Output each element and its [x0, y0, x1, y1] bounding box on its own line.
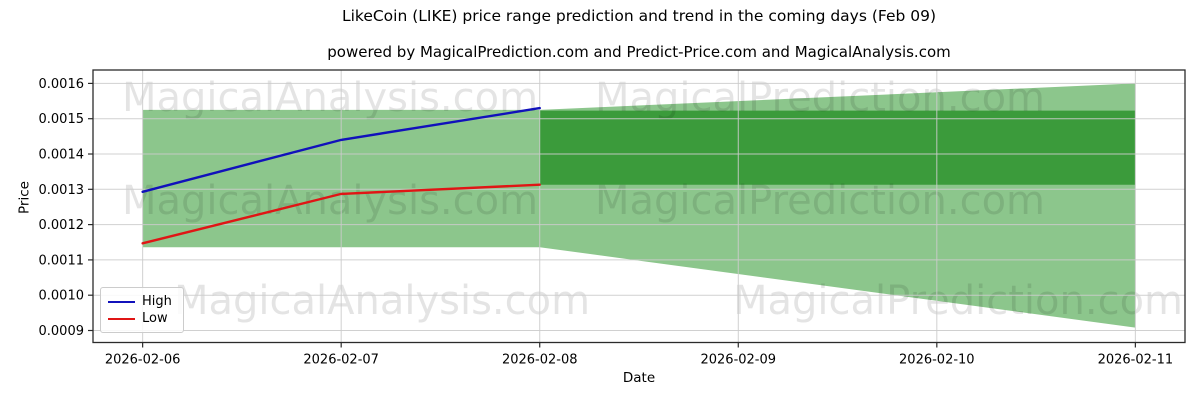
band-forecast-range-inner [539, 110, 1136, 185]
x-tick-label: 2026-02-11 [1098, 353, 1174, 368]
y-tick-label: 0.0016 [39, 77, 85, 92]
legend: High Low [100, 287, 184, 333]
high-line-swatch [108, 300, 135, 303]
x-tick-label: 2026-02-07 [303, 353, 379, 368]
watermark-text: MagicalPrediction.com [595, 75, 1045, 121]
watermark-text: MagicalPrediction.com [595, 178, 1045, 224]
watermark-text: MagicalAnalysis.com [174, 278, 590, 324]
legend-label-low: Low [142, 311, 168, 326]
legend-label-high: High [142, 294, 172, 309]
watermark-text: MagicalAnalysis.com [122, 75, 538, 121]
series-line-low [141, 183, 541, 245]
low-line-swatch [108, 317, 135, 320]
chart-subtitle: powered by MagicalPrediction.com and Pre… [327, 43, 951, 61]
x-axis-label: Date [622, 370, 656, 386]
legend-item-low: Low [108, 311, 175, 326]
y-tick-label: 0.0010 [39, 289, 85, 304]
axes-spines [92, 69, 1186, 344]
series-line-high [141, 106, 541, 193]
y-tick-label: 0.0013 [39, 183, 85, 198]
watermark-text: MagicalPrediction.com [733, 278, 1183, 324]
x-tick-label: 2026-02-08 [502, 353, 578, 368]
y-tick-label: 0.0014 [39, 148, 85, 163]
legend-item-high: High [108, 294, 175, 309]
y-tick-label: 0.0012 [39, 218, 85, 233]
y-tick-label: 0.0011 [39, 253, 85, 268]
y-tick-label: 0.0009 [39, 324, 85, 339]
x-tick-label: 2026-02-10 [899, 353, 975, 368]
watermark-text: MagicalAnalysis.com [122, 178, 538, 224]
x-tick-label: 2026-02-09 [700, 353, 776, 368]
chart-title: LikeCoin (LIKE) price range prediction a… [341, 7, 937, 25]
y-tick-label: 0.0015 [39, 112, 85, 127]
x-tick-label: 2026-02-06 [105, 353, 181, 368]
y-axis-label: Price [16, 181, 33, 214]
